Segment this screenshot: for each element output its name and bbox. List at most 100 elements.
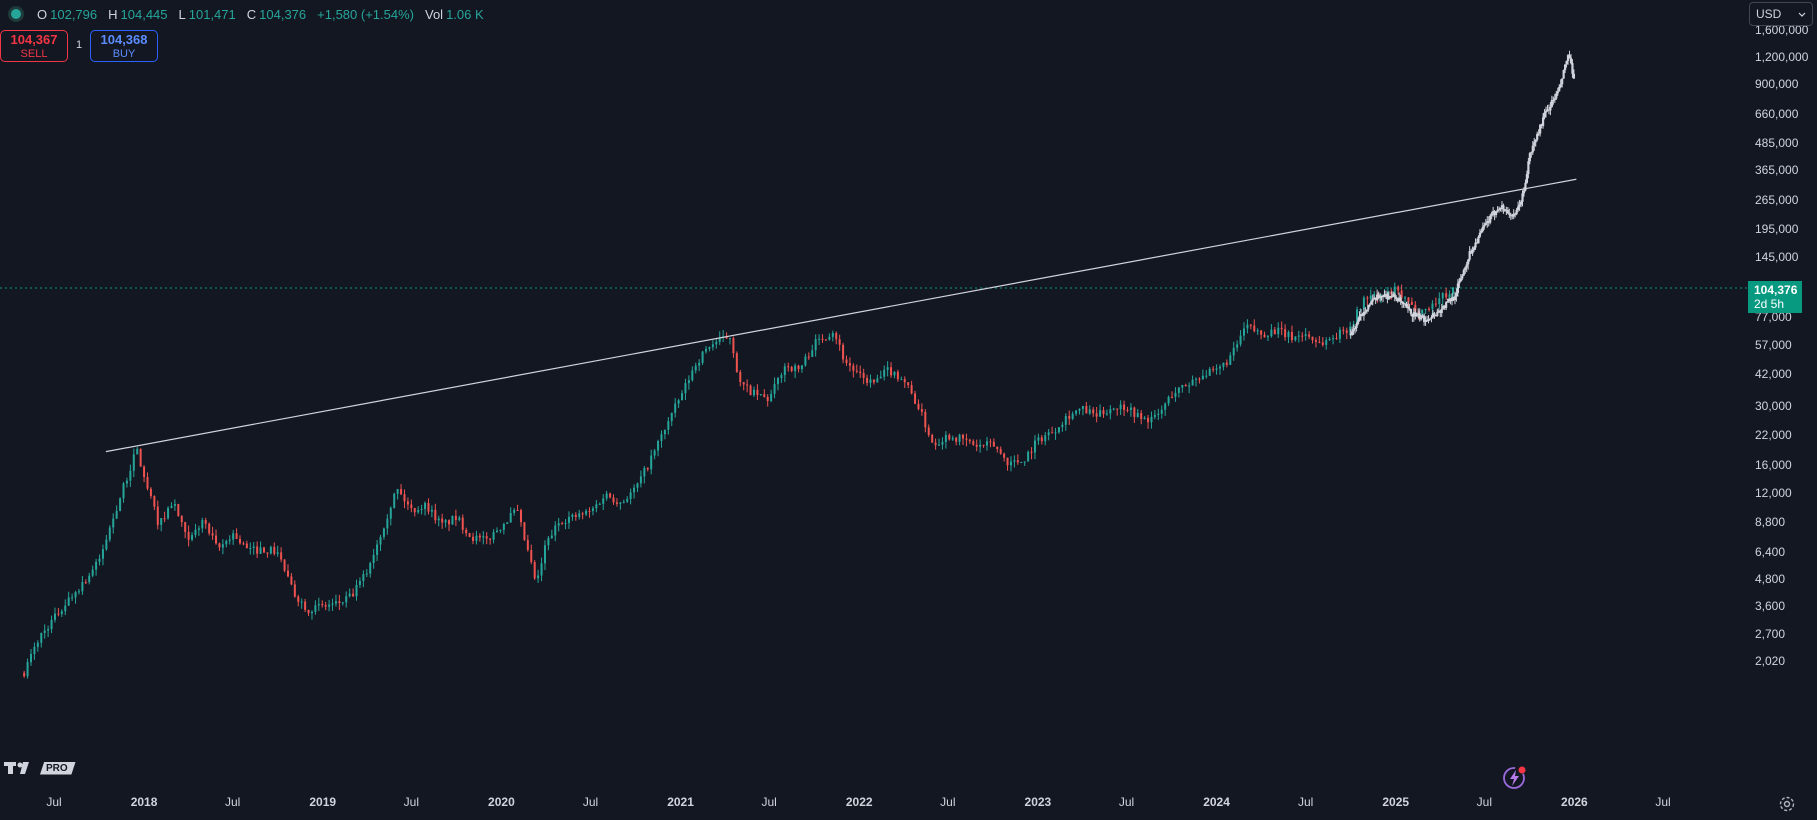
tradingview-logo[interactable]: PRO	[4, 760, 76, 776]
candle	[1367, 304, 1370, 312]
candle	[725, 332, 728, 339]
candle	[1415, 312, 1418, 317]
candle	[1057, 427, 1060, 434]
buy-button[interactable]: 104,368 BUY	[90, 30, 158, 62]
time-tick-label: 2023	[1024, 795, 1052, 809]
candle	[1188, 382, 1191, 394]
candle	[1483, 222, 1486, 230]
candle	[1370, 300, 1373, 305]
candle	[1492, 206, 1495, 217]
currency-selector[interactable]: USD	[1749, 2, 1813, 26]
candle	[1571, 59, 1574, 78]
candle	[208, 522, 211, 536]
volume-label: Vol	[425, 6, 444, 22]
candle	[715, 338, 718, 349]
candle	[931, 433, 934, 443]
candle	[1390, 291, 1393, 298]
time-tick-label: 2025	[1382, 795, 1410, 809]
candle	[1266, 334, 1269, 341]
time-tick-label: Jul	[1118, 795, 1135, 809]
chart-pane[interactable]: O 102,796 H 104,445 L 101,471 C 104,376 …	[0, 0, 1747, 789]
candle	[1354, 326, 1357, 334]
candle	[1061, 421, 1064, 432]
candle	[1064, 413, 1067, 431]
candle	[1167, 395, 1170, 407]
candle	[591, 506, 594, 516]
candle	[571, 513, 574, 521]
candle	[595, 500, 598, 513]
candle	[352, 588, 355, 597]
candle	[197, 525, 200, 536]
price-tick-label: 900,000	[1755, 77, 1799, 92]
lightning-icon[interactable]	[1502, 764, 1528, 790]
candle	[948, 433, 951, 441]
candle	[245, 540, 248, 549]
price-scale[interactable]: 1,600,000 1,200,000 900,000 660,000 485,000 3…	[1747, 0, 1817, 785]
gear-icon[interactable]	[1778, 795, 1796, 813]
candle	[1358, 311, 1361, 322]
candle	[1477, 235, 1480, 244]
candle	[1552, 96, 1555, 105]
candle	[540, 557, 543, 582]
candle	[1506, 206, 1509, 215]
candle	[379, 534, 382, 551]
time-tick-label: 2026	[1561, 795, 1588, 809]
candle	[910, 380, 913, 395]
candle	[1486, 216, 1489, 228]
order-quantity[interactable]: 1	[76, 39, 83, 51]
price-tick-label: 485,000	[1755, 135, 1799, 150]
candle	[1147, 414, 1150, 429]
candle	[1153, 410, 1156, 420]
candle	[406, 497, 409, 510]
candle	[362, 570, 365, 588]
candle	[1290, 325, 1293, 343]
candle	[1414, 308, 1417, 320]
trend-line[interactable]	[105, 178, 1577, 453]
candle	[1396, 297, 1399, 303]
volume-value: 1.06 K	[446, 6, 484, 22]
time-tick-label: Jul	[1655, 795, 1671, 809]
candle	[989, 438, 992, 448]
candle	[790, 365, 793, 373]
candle	[355, 579, 358, 601]
candle	[1150, 411, 1153, 429]
candle	[1126, 406, 1129, 413]
price-chart[interactable]	[0, 0, 1747, 785]
candle	[992, 438, 995, 447]
candle	[485, 532, 488, 545]
market-status-icon[interactable]	[8, 6, 24, 22]
candle	[650, 449, 653, 475]
candle	[653, 448, 656, 460]
candle	[1395, 295, 1398, 302]
candle	[1553, 93, 1556, 103]
candle	[256, 541, 259, 558]
candle	[835, 331, 838, 345]
candle	[1016, 454, 1019, 465]
candle	[859, 365, 862, 379]
time-scale[interactable]: Jul 2018 Jul 2019 Jul 2020 Jul 2021 Jul 2022 Jul 20…	[0, 785, 1747, 820]
candle	[615, 498, 618, 507]
candle	[1427, 315, 1430, 324]
candle	[749, 384, 752, 396]
candle	[23, 670, 26, 678]
candle	[146, 472, 149, 491]
candle	[310, 610, 313, 620]
candle	[105, 534, 108, 551]
candle	[1389, 296, 1392, 299]
sell-button[interactable]: 104,367 SELL	[0, 30, 68, 62]
candle	[1335, 332, 1338, 340]
candle	[924, 409, 927, 433]
candle	[1461, 274, 1464, 281]
candle	[324, 601, 327, 611]
low-label: L	[178, 6, 186, 22]
candle	[468, 532, 471, 538]
candle	[660, 430, 663, 448]
candle	[1450, 293, 1454, 306]
candle	[780, 372, 783, 383]
candle	[1467, 258, 1470, 270]
candle	[1431, 309, 1435, 319]
candle	[612, 494, 615, 505]
candle	[1458, 277, 1461, 288]
candle	[372, 548, 375, 569]
buy-label: BUY	[112, 48, 136, 60]
